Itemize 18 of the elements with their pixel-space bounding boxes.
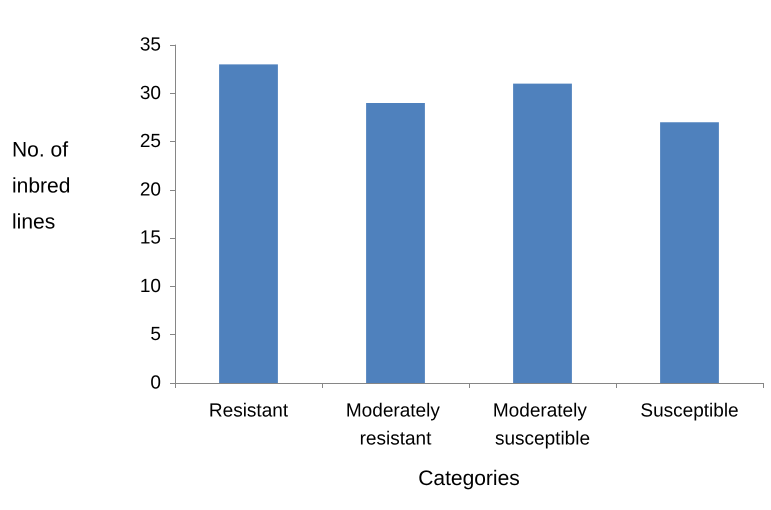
bar	[366, 102, 425, 383]
x-tick-label: Susceptible	[640, 400, 739, 422]
y-tick-label: 30	[140, 82, 161, 104]
y-tick-label: 20	[140, 179, 161, 200]
y-tick-label: 25	[140, 131, 161, 152]
x-tick-label: Moderately resistant	[346, 400, 446, 450]
bar	[219, 64, 278, 383]
y-tick-label: 0	[150, 372, 161, 394]
y-tick-label: 35	[140, 34, 161, 56]
y-tick-label: 5	[150, 324, 161, 346]
y-tick-label: 15	[140, 228, 161, 249]
bar	[660, 122, 719, 383]
x-tick-label: Moderately susceptible	[492, 400, 592, 450]
x-axis-title: Categories	[418, 467, 520, 490]
y-axis-title: No. of inbred lines	[12, 138, 76, 234]
bar	[513, 84, 572, 383]
y-tick-label: 10	[140, 276, 161, 297]
x-tick-label: Resistant	[208, 400, 289, 422]
